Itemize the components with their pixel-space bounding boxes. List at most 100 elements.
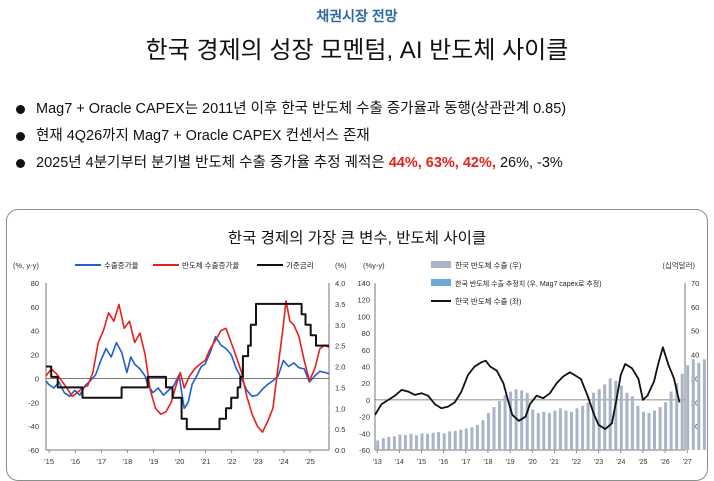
right-chart-bar	[597, 389, 601, 450]
right-chart-x-tick-label: '23	[594, 459, 603, 466]
left-chart-y-tick-label: -60	[28, 446, 39, 455]
right-chart-bar	[514, 389, 518, 450]
right-chart-bar	[437, 432, 441, 450]
right-chart-bar	[570, 411, 573, 450]
right-chart-bar	[409, 433, 413, 450]
left-chart-y-tick-label: -20	[28, 398, 39, 407]
left-chart-x-tick-label: '18	[122, 457, 132, 466]
right-chart-x-tick-label: '13	[373, 459, 382, 466]
right-chart-y2-tick-label: 10	[691, 422, 699, 431]
right-chart-bar	[481, 420, 485, 450]
right-chart-y-tick-label: 100	[357, 312, 370, 321]
right-chart-bar	[547, 413, 551, 450]
bullet-highlight: 44%, 63%, 42%,	[388, 155, 496, 171]
right-chart-x-tick-label: '24	[616, 459, 625, 466]
right-chart-y2-tick-label: 30	[691, 374, 699, 383]
right-chart-bar	[697, 362, 701, 450]
right-chart-bar	[608, 378, 612, 450]
right-chart-x-tick-label: '27	[683, 459, 692, 466]
right-chart-bar	[614, 380, 618, 450]
right-chart-bar	[664, 402, 668, 450]
right-chart-bar	[564, 410, 568, 450]
left-chart-left-unit: (%, y-y)	[13, 261, 39, 270]
right-chart-legend-swatch	[431, 261, 451, 268]
left-chart-y2-tick-label: 3.5	[335, 300, 345, 309]
left-chart-y-tick-label: 80	[31, 279, 39, 288]
right-chart-y-tick-label: -60	[359, 446, 370, 455]
left-chart-y-tick-label: 20	[31, 351, 39, 360]
right-chart-bar	[630, 396, 634, 450]
right-chart-bar	[581, 405, 585, 450]
right-chart-bar	[592, 392, 596, 450]
right-chart-bar	[558, 408, 562, 451]
left-chart-y2-tick-label: 0.0	[335, 446, 345, 455]
right-chart-bar	[426, 433, 430, 450]
right-chart-bar	[492, 407, 496, 450]
bullet-item: 2025년 4분기부터 분기별 반도체 수출 증가율 추정 궤적은 44%, 6…	[14, 150, 566, 177]
left-chart-x-tick-label: '15	[44, 457, 54, 466]
bullet-item: 현재 4Q26까지 Mag7 + Oracle CAPEX 컨센서스 존재	[14, 123, 566, 150]
bullet-text-suffix: 26%, -3%	[495, 155, 563, 171]
right-chart-legend-label: 한국 반도체 수출 (좌)	[455, 296, 522, 306]
right-chart-bar	[702, 359, 706, 450]
right-chart-bar	[431, 432, 435, 450]
right-chart-bar	[636, 405, 640, 450]
right-chart-y2-tick-label: 50	[691, 327, 699, 336]
right-chart-y2-tick-label: 70	[691, 279, 699, 288]
left-chart-series-line	[46, 302, 329, 431]
right-chart-x-tick-label: '19	[506, 459, 515, 466]
left-chart-y2-tick-label: 1.0	[335, 404, 345, 413]
right-chart-bar	[442, 433, 446, 450]
right-chart-x-tick-label: '17	[461, 459, 470, 466]
page-title: 한국 경제의 성장 모멘텀, AI 반도체 사이클	[145, 37, 569, 64]
right-chart-bar	[603, 384, 607, 450]
bullet-dot-icon	[16, 159, 25, 168]
right-chart-legend-label: 한국 반도체 수출 (우)	[455, 260, 522, 270]
right-chart-bar	[376, 440, 380, 450]
bullet-item: Mag7 + Oracle CAPEX는 2011년 이후 한국 반도체 수출 …	[14, 96, 566, 123]
right-chart-right-unit: (십억달러)	[662, 261, 695, 270]
right-chart-x-tick-label: '22	[572, 459, 581, 466]
right-chart-legend-swatch	[431, 279, 451, 286]
right-chart-bar	[525, 392, 529, 450]
right-chart-bar	[691, 359, 695, 450]
right-chart-bar	[625, 392, 629, 450]
right-chart-y-tick-label: -40	[359, 429, 370, 438]
right-chart-x-tick-label: '15	[417, 459, 426, 466]
left-chart-x-tick-label: '23	[253, 457, 263, 466]
left-chart-legend-label: 기준금리	[286, 261, 314, 270]
right-chart-bar	[398, 434, 402, 450]
bullet-dot-icon	[16, 132, 25, 141]
right-chart-bar	[453, 430, 457, 450]
left-chart-legend-label: 수출증가율	[104, 260, 139, 270]
left-chart-y2-tick-label: 1.5	[335, 383, 345, 392]
right-chart-x-tick-label: '25	[638, 459, 647, 466]
left-chart-y-tick-label: 0	[35, 374, 39, 383]
right-chart-bar	[669, 391, 673, 450]
right-chart-x-tick-label: '14	[395, 459, 404, 466]
left-chart-y-tick-label: 60	[31, 303, 39, 312]
right-chart-bar	[415, 435, 418, 450]
left-chart-y2-tick-label: 2.5	[335, 342, 345, 351]
right-chart-bar	[553, 410, 557, 450]
left-chart-legend-label: 반도체 수출증가율	[182, 260, 239, 270]
left-chart-y2-tick-label: 3.0	[335, 321, 345, 330]
right-chart-y-tick-label: 80	[362, 329, 370, 338]
right-chart-y-tick-label: 20	[362, 379, 370, 388]
left-chart-x-tick-label: '17	[96, 457, 106, 466]
right-chart-y-tick-label: 60	[362, 346, 370, 355]
right-chart-bar	[531, 409, 535, 450]
right-chart-bar	[448, 431, 452, 450]
right-chart-y2-tick-label: 60	[691, 303, 699, 312]
right-chart-x-tick-label: '21	[550, 459, 559, 466]
left-chart-y-tick-label: 40	[31, 327, 39, 336]
right-chart-bar	[653, 410, 656, 450]
right-chart-bar	[420, 433, 424, 450]
left-chart-x-tick-label: '22	[227, 457, 237, 466]
right-chart-x-tick-label: '20	[528, 459, 537, 466]
right-chart-bar	[675, 383, 679, 450]
right-chart-y2-tick-label: 40	[691, 351, 699, 360]
bullet-text-prefix: 2025년 4분기부터 분기별 반도체 수출 증가율 추정 궤적은	[36, 155, 389, 171]
left-chart-x-tick-label: '20	[175, 457, 185, 466]
left-chart-y-tick-label: -40	[28, 422, 39, 431]
